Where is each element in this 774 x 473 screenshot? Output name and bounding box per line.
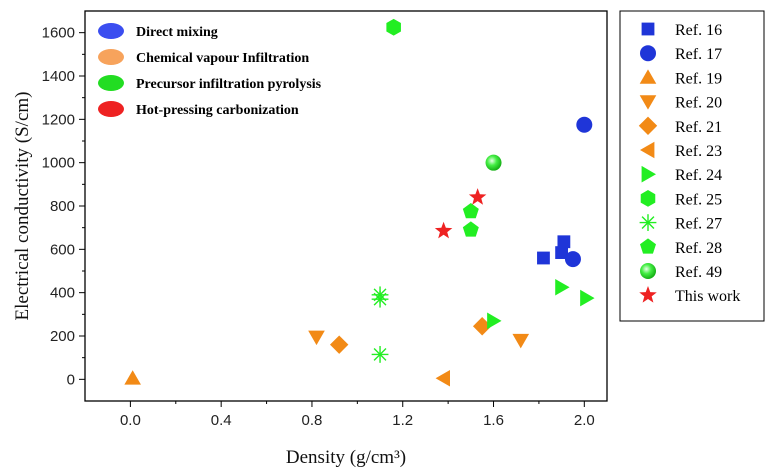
- series-legend-marker: [639, 95, 657, 110]
- y-tick-label: 200: [50, 328, 75, 345]
- series-legend-label: Ref. 20: [675, 95, 722, 112]
- y-axis-title: Electrical conductivity (S/cm): [12, 92, 33, 321]
- series-legend-marker: [640, 141, 655, 159]
- series-legend-label: Ref. 27: [675, 216, 722, 233]
- category-legend-swatch: [98, 49, 124, 65]
- y-tick-label: 0: [67, 371, 75, 388]
- data-point: [308, 330, 325, 346]
- series-legend-label: Ref. 49: [675, 264, 722, 281]
- series-legend-label: Ref. 28: [675, 240, 722, 257]
- series-legend-marker: [640, 190, 656, 207]
- y-tick-label: 1000: [42, 155, 75, 172]
- data-point: [487, 312, 502, 330]
- data-point: [564, 251, 581, 268]
- data-point: [537, 251, 550, 265]
- category-legend-label: Precursor infiltration pyrolysis: [136, 77, 322, 92]
- y-tick-label: 800: [50, 198, 75, 215]
- series-legend-frame: [619, 10, 765, 322]
- y-tick-label: 400: [50, 285, 75, 302]
- y-tick-label: 1400: [42, 68, 75, 85]
- series-legend-marker: [639, 286, 657, 303]
- data-point: [371, 286, 389, 304]
- y-tick-label: 1600: [42, 25, 75, 42]
- series-legend-marker: [640, 238, 656, 254]
- series-legend-marker: [640, 263, 656, 279]
- data-point: [580, 289, 595, 307]
- series-legend-marker: [638, 116, 658, 135]
- series-legend-marker: [641, 165, 656, 183]
- x-axis: 0.0 0.4 0.8 1.2 1.6 2.0: [120, 401, 595, 429]
- data-point: [124, 370, 141, 385]
- series-legend-label: Ref. 24: [675, 167, 722, 184]
- data-point: [386, 18, 401, 36]
- data-point: [472, 317, 492, 336]
- category-legend-label: Direct mixing: [136, 25, 218, 40]
- x-tick-label: 0.0: [120, 412, 141, 429]
- data-point: [435, 369, 450, 387]
- x-tick-label: 0.4: [211, 412, 232, 429]
- series-legend-label: Ref. 19: [675, 70, 722, 87]
- x-tick-label: 1.2: [392, 412, 413, 429]
- category-legend-swatch: [98, 75, 124, 91]
- data-point: [555, 246, 569, 259]
- data-point: [485, 154, 502, 171]
- category-legend-swatch: [98, 101, 124, 117]
- y-tick-label: 600: [50, 241, 75, 258]
- series-legend-marker: [640, 45, 656, 62]
- x-tick-label: 1.6: [483, 412, 504, 429]
- series-legend-label: Ref. 25: [675, 191, 722, 208]
- x-axis-title: Density (g/cm³): [286, 447, 406, 468]
- series-legend-label: Ref. 17: [675, 46, 722, 63]
- data-point: [371, 346, 389, 363]
- y-tick-label: 1200: [42, 111, 75, 128]
- series-legend-marker: [641, 22, 655, 36]
- data-point: [555, 278, 570, 296]
- data-point: [576, 116, 593, 133]
- series-legend-marker: [639, 69, 657, 84]
- data-point: [434, 221, 453, 239]
- series-legend-label: Ref. 16: [675, 22, 722, 39]
- category-legend: Direct mixing Chemical vapour Infiltratio…: [98, 23, 322, 118]
- series-legend-label: Ref. 21: [675, 119, 722, 136]
- data-point: [557, 235, 571, 249]
- category-legend-label: Hot-pressing carbonization: [136, 103, 299, 118]
- series-legend: Ref. 16 Ref. 17 Ref. 19 Ref. 20 Ref. 21 Ref. …: [638, 22, 740, 305]
- data-points: [124, 18, 595, 387]
- series-legend-label: Ref. 23: [675, 143, 722, 160]
- data-point: [462, 203, 479, 219]
- series-legend-marker: [639, 214, 657, 231]
- x-tick-label: 0.8: [302, 412, 323, 429]
- category-legend-label: Chemical vapour Infiltration: [136, 51, 309, 66]
- data-point: [462, 221, 479, 237]
- data-point: [512, 333, 530, 349]
- data-point: [468, 188, 487, 205]
- category-legend-swatch: [98, 23, 124, 39]
- data-point: [329, 335, 349, 354]
- series-legend-label: This work: [675, 288, 740, 305]
- x-tick-label: 2.0: [574, 412, 595, 429]
- y-axis: 0 200 400 600 800 1000 1200 1400 1600: [42, 25, 85, 388]
